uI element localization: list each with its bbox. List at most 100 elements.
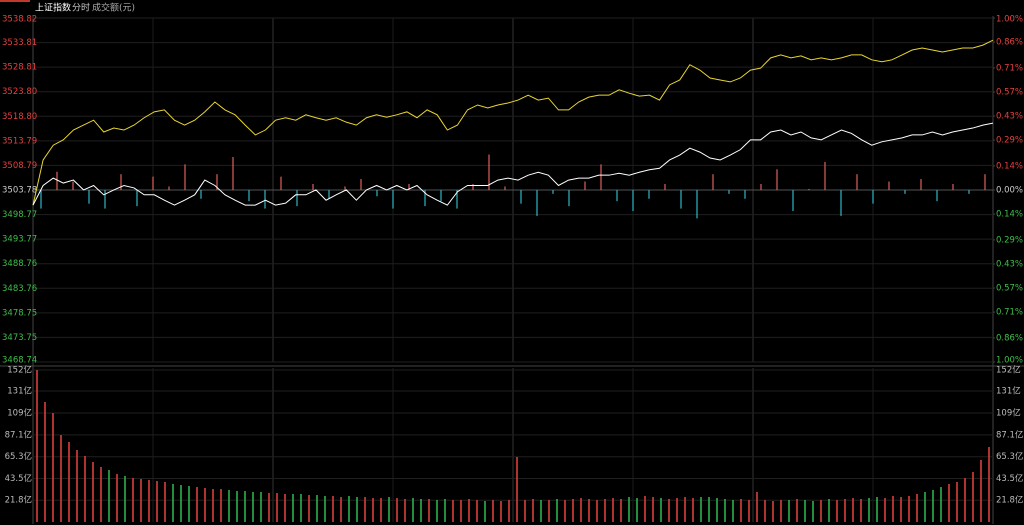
tab-intraday[interactable]: 分时 xyxy=(72,2,90,14)
strength-bar xyxy=(200,190,202,199)
volume-bar xyxy=(732,500,734,522)
volume-bar xyxy=(564,500,566,522)
volume-bar xyxy=(836,500,838,522)
volume-bar xyxy=(356,497,358,522)
strength-bar xyxy=(856,174,858,190)
strength-bar xyxy=(136,190,138,207)
volume-bar xyxy=(156,481,158,522)
volume-bar xyxy=(828,499,830,522)
volume-bar xyxy=(132,478,134,522)
volume-bar xyxy=(388,497,390,522)
strength-bar xyxy=(632,190,634,212)
volume-bar xyxy=(956,482,958,522)
volume-bar xyxy=(844,499,846,522)
volume-bar xyxy=(476,500,478,522)
strength-bar xyxy=(760,184,762,190)
y2-tick-label: 0.29% xyxy=(996,136,1023,146)
y-tick-label: 3478.75 xyxy=(2,308,37,318)
volume-bar xyxy=(548,500,550,522)
volume-bar xyxy=(108,470,110,522)
volume-bar xyxy=(636,498,638,522)
volume-bar xyxy=(436,500,438,522)
strength-bar xyxy=(424,190,426,207)
volume-bar xyxy=(220,489,222,522)
strength-bar xyxy=(56,171,58,190)
y-tick-label: 21.8亿 xyxy=(5,495,32,506)
y2-tick-label: 0.86% xyxy=(996,38,1023,48)
strength-bar xyxy=(72,181,74,190)
y-tick-label: 131亿 xyxy=(7,386,32,397)
strength-bar xyxy=(600,164,602,190)
volume-bar xyxy=(180,485,182,522)
strength-bar xyxy=(936,190,938,202)
y-tick-label: 3518.80 xyxy=(2,112,37,122)
volume-bar xyxy=(652,497,654,522)
volume-bar xyxy=(572,499,574,522)
y2-tick-label: 65.3亿 xyxy=(996,451,1023,462)
volume-bar xyxy=(644,496,646,522)
strength-bar xyxy=(552,190,554,194)
y2-tick-label: 0.14% xyxy=(996,210,1023,220)
strength-bar xyxy=(872,190,874,204)
volume-bar xyxy=(724,499,726,522)
volume-bar xyxy=(700,497,702,522)
volume-bar xyxy=(772,501,774,522)
y2-tick-label: 43.5亿 xyxy=(996,473,1023,484)
active-marker xyxy=(0,0,30,2)
volume-bar xyxy=(708,497,710,522)
volume-bar xyxy=(820,500,822,522)
strength-bar xyxy=(120,174,122,190)
strength-bar xyxy=(264,190,266,209)
volume-bar xyxy=(116,474,118,522)
strength-bar xyxy=(216,174,218,190)
y-tick-label: 3473.75 xyxy=(2,333,37,343)
strength-bar xyxy=(824,161,826,190)
strength-bar xyxy=(312,184,314,190)
volume-bar xyxy=(684,497,686,522)
volume-bar xyxy=(588,499,590,522)
volume-bar xyxy=(188,486,190,522)
strength-bar xyxy=(728,190,730,194)
volume-bar xyxy=(628,497,630,522)
tab-turnover[interactable]: 成交额(元) xyxy=(92,2,135,14)
volume-bar xyxy=(372,498,374,522)
volume-bar xyxy=(780,500,782,522)
y-tick-label: 3503.78 xyxy=(2,186,37,196)
strength-bar xyxy=(152,176,154,190)
strength-bar xyxy=(488,154,490,190)
strength-bar xyxy=(104,190,106,209)
volume-bar xyxy=(668,499,670,522)
strength-bar xyxy=(680,190,682,209)
volume-bar xyxy=(764,500,766,522)
volume-bar xyxy=(308,495,310,522)
volume-bar xyxy=(300,494,302,522)
strength-bar xyxy=(712,174,714,190)
volume-bar xyxy=(788,500,790,522)
strength-bar xyxy=(376,190,378,197)
strength-bar xyxy=(904,190,906,194)
volume-bar xyxy=(348,496,350,522)
volume-bar xyxy=(380,498,382,522)
y-tick-label: 43.5亿 xyxy=(5,473,32,484)
y2-tick-label: 0.43% xyxy=(996,112,1023,122)
strength-bar xyxy=(248,190,250,202)
y-tick-label: 3528.81 xyxy=(2,63,37,73)
strength-bar xyxy=(472,184,474,190)
volume-bar xyxy=(92,462,94,522)
volume-bar xyxy=(868,498,870,522)
volume-bar xyxy=(556,499,558,522)
volume-bar xyxy=(268,493,270,522)
strength-bar xyxy=(456,190,458,209)
strength-bar xyxy=(664,184,666,190)
y-tick-label: 3538.82 xyxy=(2,15,37,25)
volume-bar xyxy=(508,500,510,522)
y2-tick-label: 21.8亿 xyxy=(996,495,1023,506)
tab-index[interactable]: 上证指数 xyxy=(35,2,71,14)
y2-tick-label: 131亿 xyxy=(996,386,1021,397)
strength-bar xyxy=(776,169,778,190)
volume-bar xyxy=(332,496,334,522)
volume-bar xyxy=(812,501,814,522)
strength-bar xyxy=(40,190,42,209)
price-line xyxy=(32,39,994,206)
strength-bar xyxy=(568,190,570,207)
